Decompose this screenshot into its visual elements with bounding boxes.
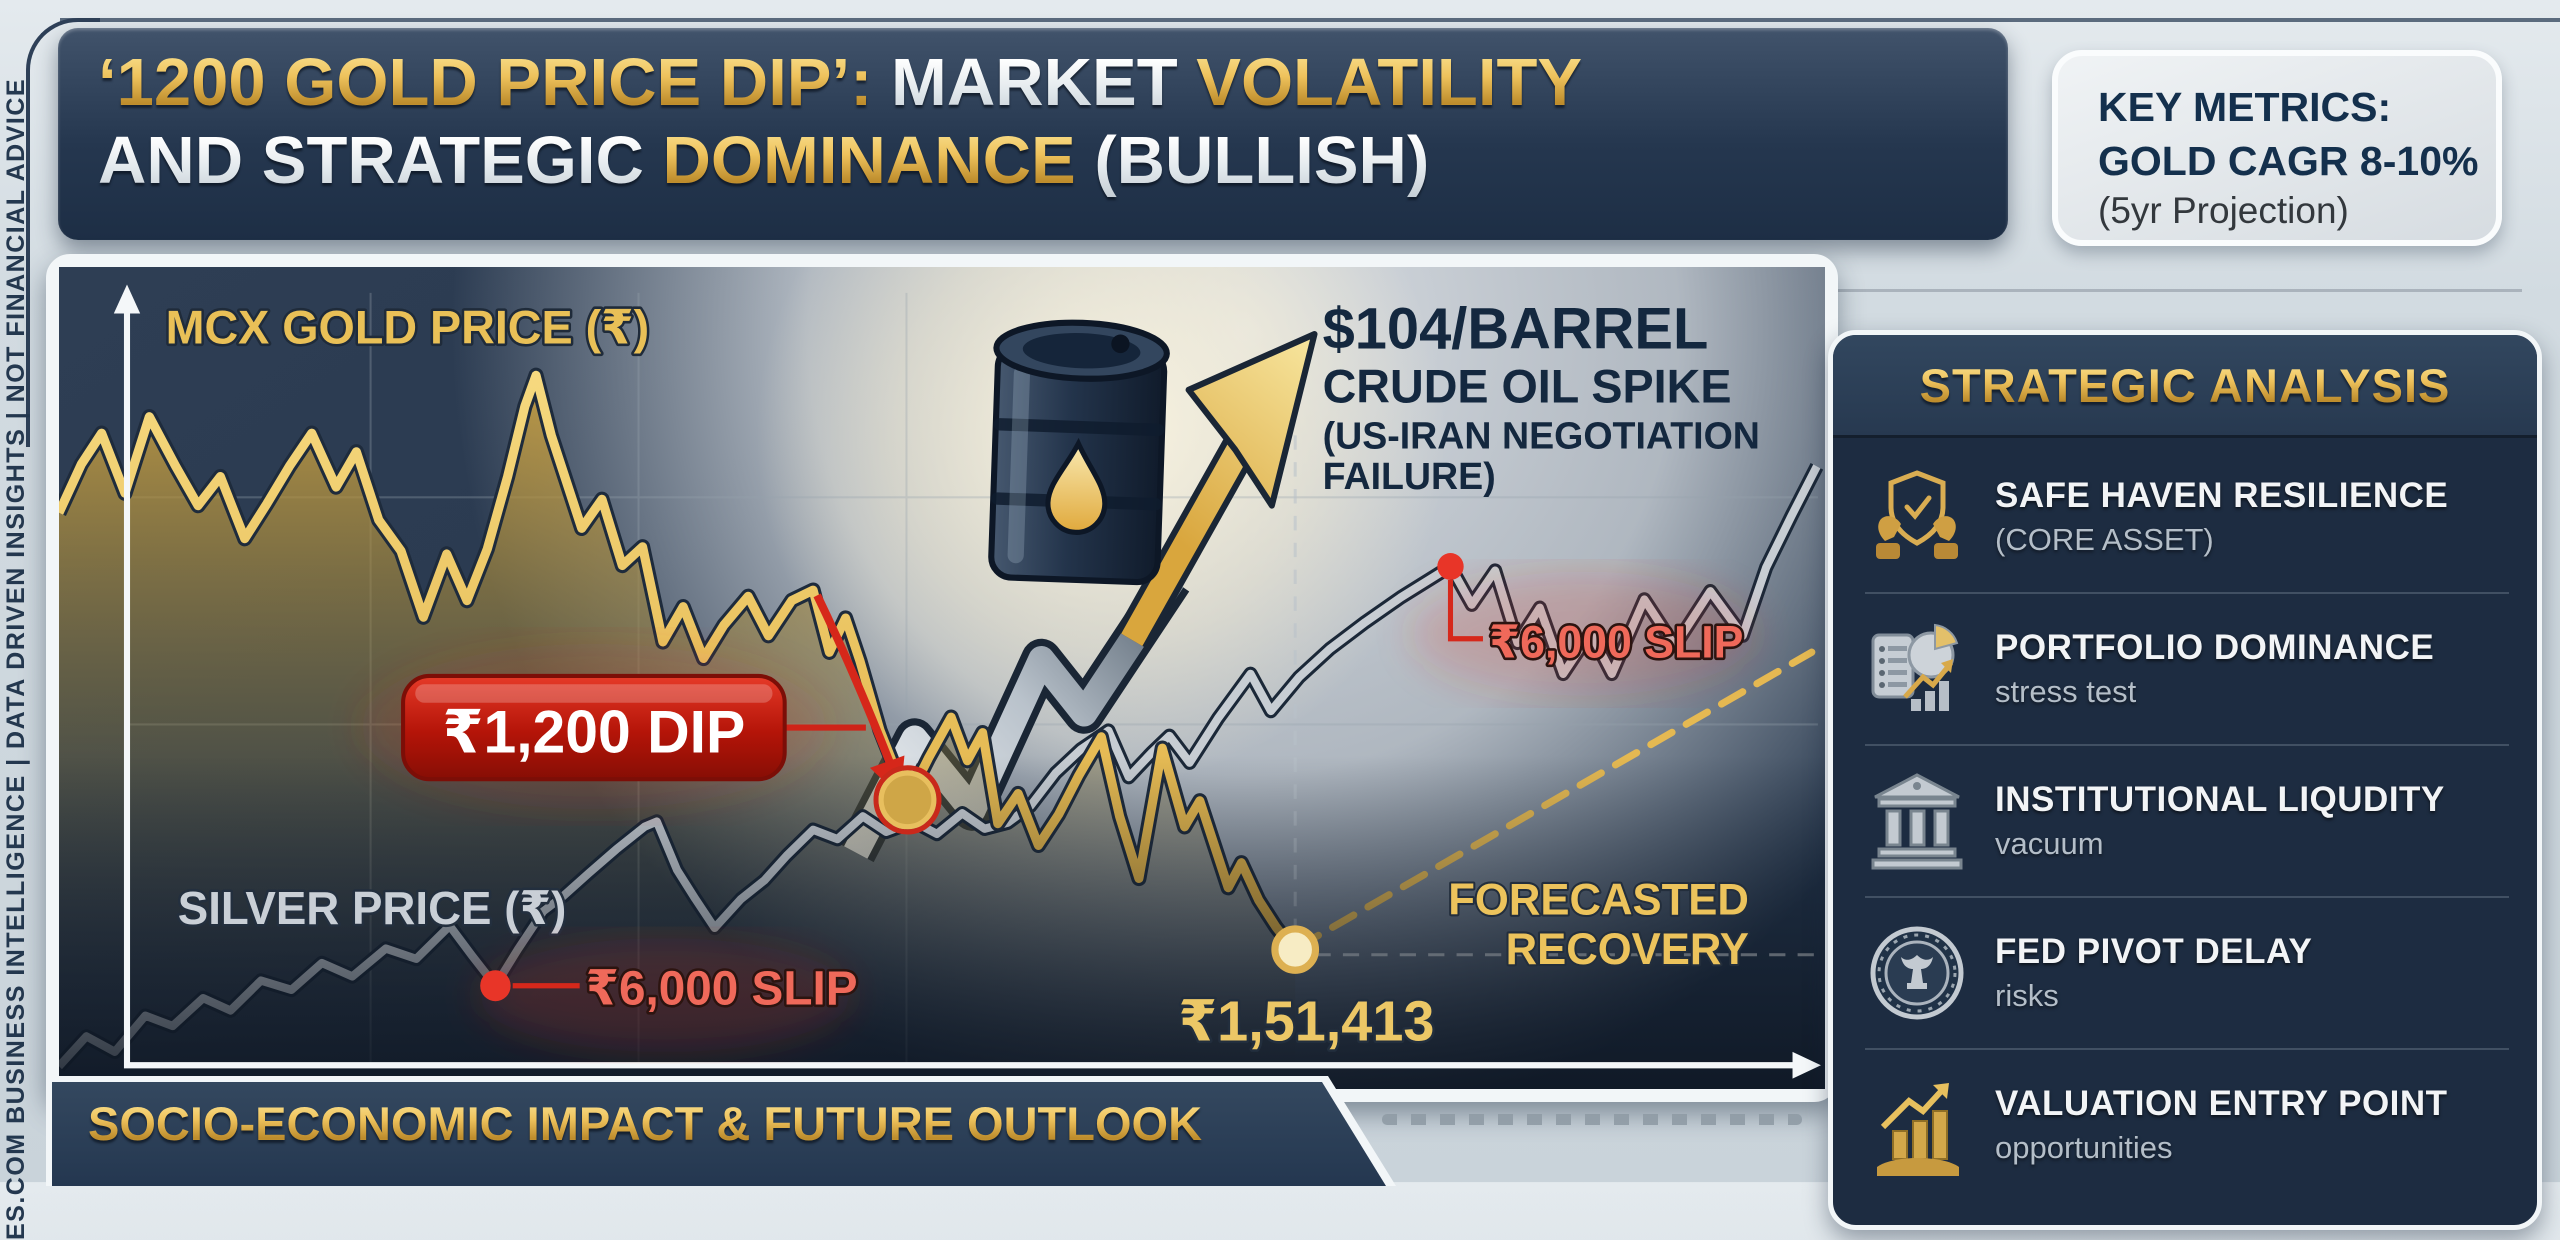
sidebar-items: SAFE HAVEN RESILIENCE (CORE ASSET) bbox=[1833, 438, 2537, 1200]
page-title-line2: AND STRATEGIC DOMINANCE (BULLISH) bbox=[98, 122, 2008, 200]
gold-low-marker bbox=[1271, 925, 1320, 974]
x-axis-arrow-icon bbox=[1792, 1051, 1821, 1079]
chart-axes bbox=[123, 301, 1805, 1069]
silver-slip-right-annotation: ₹6,000 SLIP bbox=[1410, 553, 1756, 696]
frame-corner-line bbox=[26, 18, 100, 447]
sidebar-item-subtitle: stress test bbox=[1995, 673, 2137, 709]
sidebar-header: STRATEGIC ANALYSIS bbox=[1833, 335, 2537, 438]
bottom-banner-inner: SOCIO-ECONOMIC IMPACT & FUTURE OUTLOOK bbox=[52, 1082, 1386, 1186]
sidebar-item-portfolio: PORTFOLIO DOMINANCE stress test bbox=[1865, 592, 2509, 744]
hands-shield-icon bbox=[1876, 470, 1958, 559]
slip-left-label: ₹6,000 SLIP bbox=[586, 961, 858, 1015]
key-metrics-value: GOLD CAGR 8-10% bbox=[2098, 138, 2479, 185]
slip-right-label: ₹6,000 SLIP bbox=[1489, 616, 1743, 667]
oil-barrel-icon bbox=[988, 319, 1170, 586]
silver-slip-left-annotation: ₹6,000 SLIP bbox=[477, 938, 860, 1052]
silver-series-label: SILVER PRICE (₹) bbox=[178, 881, 567, 933]
key-metrics-box: KEY METRICS: GOLD CAGR 8-10% (5yr Projec… bbox=[2052, 50, 2502, 246]
sidebar-item-institutional: INSTITUTIONAL LIQUDITY vacuum bbox=[1865, 744, 2509, 896]
red-dot-marker bbox=[1437, 553, 1464, 580]
red-dot-marker bbox=[480, 970, 511, 1002]
frame-top-line bbox=[60, 18, 2560, 22]
fed-seal-icon bbox=[1870, 926, 1964, 1020]
key-metrics-heading: KEY METRICS: bbox=[2098, 84, 2392, 130]
sidebar-item-title: FED PIVOT DELAY bbox=[1995, 932, 2313, 972]
title-seg-gold: DOMINANCE bbox=[662, 122, 1076, 198]
bottom-banner-title: SOCIO-ECONOMIC IMPACT & FUTURE OUTLOOK bbox=[88, 1097, 1203, 1150]
y-axis-label: MCX GOLD PRICE (₹) bbox=[166, 300, 650, 353]
dotted-connector-line bbox=[1382, 1114, 1802, 1125]
gold-dip-marker bbox=[878, 770, 937, 830]
oil-note-line1: (US-IRAN NEGOTIATION bbox=[1323, 415, 1760, 457]
dip-badge bbox=[401, 673, 787, 782]
sidebar-item-subtitle: (CORE ASSET) bbox=[1995, 521, 2214, 557]
portfolio-chart-icon bbox=[1871, 623, 1959, 711]
oil-note-line2: FAILURE) bbox=[1323, 456, 1496, 498]
title-seg-white: MARKET bbox=[872, 45, 1197, 120]
title-seg-white: (BULLISH) bbox=[1075, 122, 1430, 198]
title-seg-gold: VOLATILITY bbox=[1196, 45, 1583, 120]
key-metrics-note: (5yr Projection) bbox=[2098, 190, 2349, 232]
sidebar-item-subtitle: vacuum bbox=[1995, 825, 2104, 861]
price-chart: MCX GOLD PRICE (₹) SILVER PRICE (₹) $104… bbox=[59, 267, 1825, 1089]
sidebar-item-title: SAFE HAVEN RESILIENCE bbox=[1995, 476, 2449, 516]
sidebar-title: STRATEGIC ANALYSIS bbox=[1919, 358, 2451, 412]
sidebar-item-title: VALUATION ENTRY POINT bbox=[1995, 1084, 2448, 1124]
valuation-growth-icon bbox=[1877, 1083, 1959, 1176]
sidebar-item-valuation: VALUATION ENTRY POINT opportunities bbox=[1865, 1048, 2509, 1200]
forecast-label-line1: FORECASTED bbox=[1448, 875, 1749, 924]
bottom-banner: SOCIO-ECONOMIC IMPACT & FUTURE OUTLOOK bbox=[46, 1076, 1396, 1186]
sidebar-item-subtitle: opportunities bbox=[1995, 1129, 2173, 1165]
title-seg-gold: ‘1200 GOLD PRICE DIP’: bbox=[98, 45, 873, 120]
gold-low-value: ₹1,51,413 bbox=[1178, 989, 1434, 1053]
sidebar-item-safe-haven: SAFE HAVEN RESILIENCE (CORE ASSET) bbox=[1865, 442, 2509, 592]
sidebar-item-fed: FED PIVOT DELAY risks bbox=[1865, 896, 2509, 1048]
bank-icon bbox=[1871, 773, 1963, 870]
title-banner: ‘1200 GOLD PRICE DIP’: MARKET VOLATILITY… bbox=[58, 28, 2008, 240]
watermark-vertical-text: ES.COM BUSINESS INTELLIGENCE | DATA DRIV… bbox=[2, 77, 30, 1240]
sidebar-item-title: INSTITUTIONAL LIQUDITY bbox=[1995, 780, 2445, 820]
title-seg-white: STRATEGIC bbox=[261, 122, 663, 198]
page-title-line1: ‘1200 GOLD PRICE DIP’: MARKET VOLATILITY bbox=[98, 44, 2008, 122]
title-seg-white: AND bbox=[98, 122, 262, 198]
forecast-label-line2: RECOVERY bbox=[1506, 925, 1749, 974]
sidebar-item-title: PORTFOLIO DOMINANCE bbox=[1995, 628, 2435, 668]
oil-spike-callout: $104/BARREL CRUDE OIL SPIKE (US-IRAN NEG… bbox=[1323, 296, 1760, 498]
dip-badge-label: ₹1,200 DIP bbox=[443, 698, 746, 766]
top-right-divider bbox=[1822, 289, 2522, 292]
oil-price-text: $104/BARREL bbox=[1323, 296, 1709, 362]
oil-subtitle-text: CRUDE OIL SPIKE bbox=[1323, 359, 1732, 412]
strategic-analysis-panel: STRATEGIC ANALYSIS SAFE HAVEN RESILIENCE… bbox=[1828, 330, 2542, 1230]
sidebar-item-subtitle: risks bbox=[1995, 977, 2059, 1013]
price-chart-panel: MCX GOLD PRICE (₹) SILVER PRICE (₹) $104… bbox=[46, 254, 1838, 1102]
dip-annotation: ₹1,200 DIP bbox=[360, 593, 942, 835]
bottom-vignette bbox=[59, 714, 1825, 1089]
y-axis-arrow-icon bbox=[113, 284, 141, 314]
